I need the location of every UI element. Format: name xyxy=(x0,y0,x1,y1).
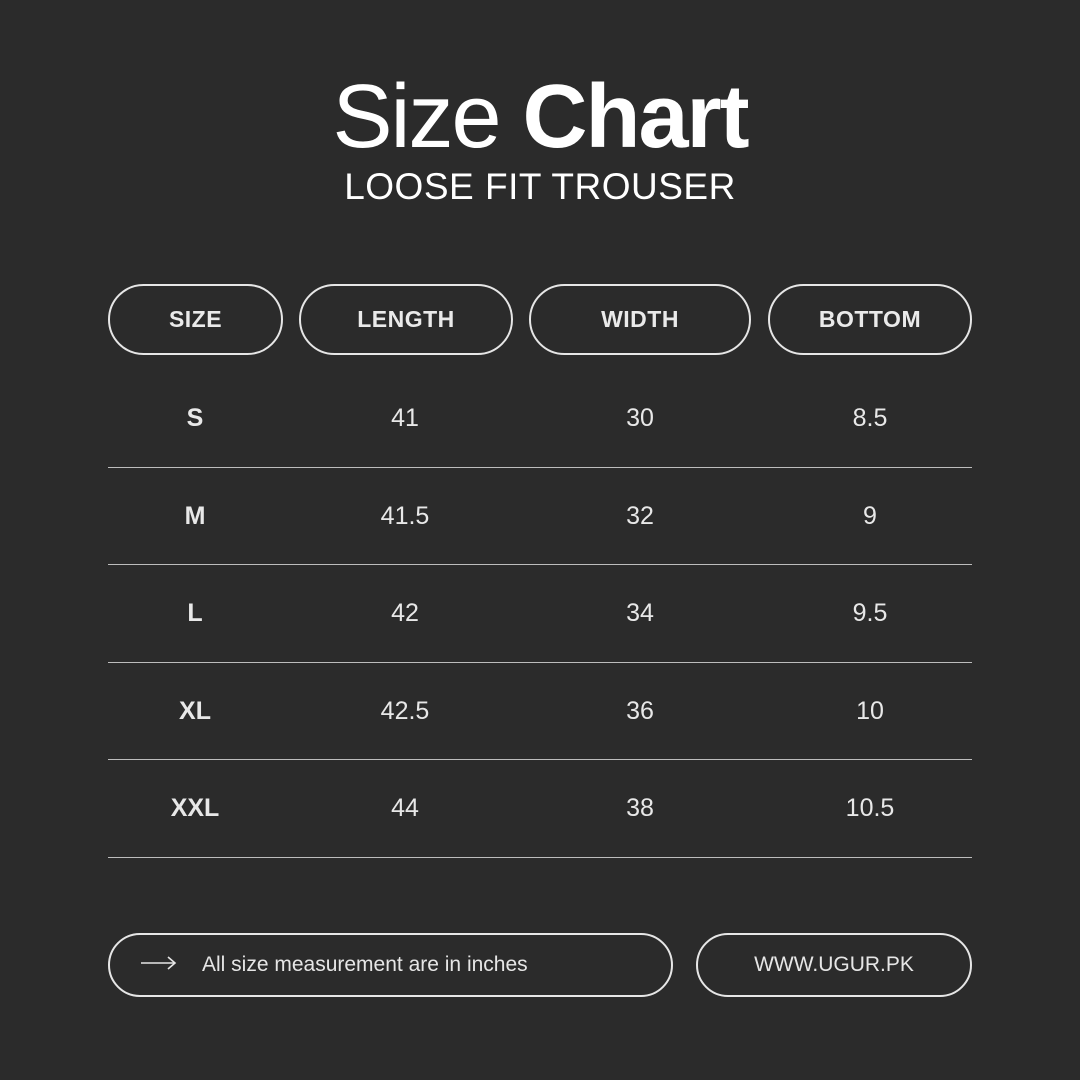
column-header-width: WIDTH xyxy=(529,284,751,355)
measurement-note-text: All size measurement are in inches xyxy=(202,953,528,976)
cell-size: L xyxy=(187,599,203,627)
row-divider xyxy=(108,662,972,663)
cell-length: 41.5 xyxy=(380,501,430,530)
cell-length: 42.5 xyxy=(380,696,430,725)
cell-width: 32 xyxy=(626,501,654,530)
measurement-note: All size measurement are in inches xyxy=(108,933,673,997)
row-divider xyxy=(108,857,972,858)
page-subtitle: LOOSE FIT TROUSER xyxy=(344,166,736,207)
website-link[interactable]: WWW.UGUR.PK xyxy=(696,933,972,997)
column-header-bottom: BOTTOM xyxy=(768,284,972,355)
row-divider xyxy=(108,564,972,565)
column-header-size: SIZE xyxy=(108,284,283,355)
cell-width: 36 xyxy=(626,696,654,725)
arrow-right-icon xyxy=(140,953,178,977)
cell-size: XXL xyxy=(170,794,220,822)
cell-bottom: 10.5 xyxy=(845,794,895,822)
cell-size: S xyxy=(186,404,204,432)
row-divider xyxy=(108,467,972,468)
title-light: Size xyxy=(332,67,501,167)
cell-length: 42 xyxy=(391,599,419,627)
cell-size: XL xyxy=(179,696,211,725)
cell-length: 41 xyxy=(391,404,419,432)
cell-bottom: 9.5 xyxy=(852,599,888,627)
cell-bottom: 8.5 xyxy=(852,404,888,432)
row-divider xyxy=(108,759,972,760)
cell-bottom: 9 xyxy=(863,501,877,530)
cell-size: M xyxy=(184,501,206,530)
cell-width: 30 xyxy=(626,404,654,432)
cell-bottom: 10 xyxy=(856,696,884,725)
cell-width: 34 xyxy=(626,599,654,627)
cell-width: 38 xyxy=(626,794,654,822)
cell-length: 44 xyxy=(391,794,419,822)
title-bold: Chart xyxy=(522,67,750,167)
page-title: Size Chart xyxy=(0,62,1080,172)
column-header-length: LENGTH xyxy=(299,284,513,355)
